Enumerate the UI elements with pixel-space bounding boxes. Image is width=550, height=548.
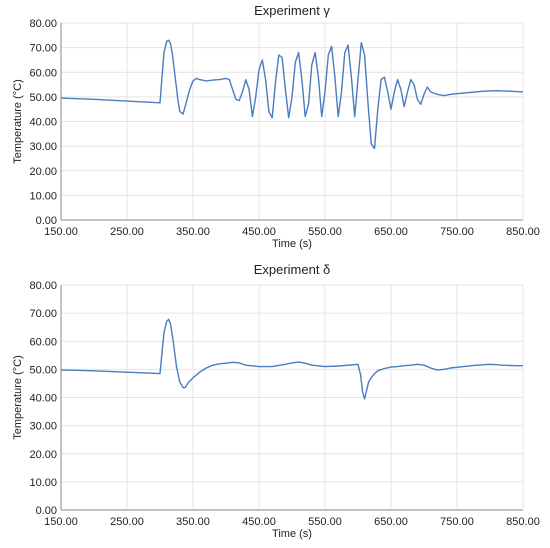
y-tick-label: 10.00: [29, 190, 57, 202]
x-axis-title: Time (s): [272, 238, 312, 250]
chart-title: Experiment δ: [254, 262, 331, 277]
x-tick-label: 150.00: [44, 226, 78, 238]
y-tick-label: 70.00: [29, 308, 57, 320]
y-tick-label: 70.00: [29, 43, 57, 55]
x-tick-label: 450.00: [242, 226, 276, 238]
chart-panel-experiment-delta: 0.00 10.00 20.00 30.00 40.00 50.00 60.00 70.00 8…: [12, 262, 540, 540]
y-tick-label: 40.00: [29, 117, 57, 129]
x-tick-label: 350.00: [176, 516, 210, 528]
x-tick-label: 650.00: [374, 226, 408, 238]
y-tick-label: 30.00: [29, 141, 57, 153]
x-tick-label: 850.00: [506, 226, 540, 238]
y-tick-label: 50.00: [29, 92, 57, 104]
x-tick-label: 250.00: [110, 226, 144, 238]
y-tick-label: 80.00: [29, 280, 57, 292]
chart-title: Experiment γ: [254, 3, 330, 18]
series-line: [60, 39, 524, 150]
y-tick-label: 20.00: [29, 449, 57, 461]
y-tick-label: 0.00: [36, 505, 57, 517]
x-tick-label: 850.00: [506, 516, 540, 528]
x-tick-label: 450.00: [242, 516, 276, 528]
x-tick-label: 750.00: [440, 516, 474, 528]
x-tick-label: 150.00: [44, 516, 78, 528]
x-tick-label: 750.00: [440, 226, 474, 238]
x-tick-label: 550.00: [308, 226, 342, 238]
y-axis-title: Temperature (°C): [12, 79, 24, 163]
y-tick-label: 60.00: [29, 336, 57, 348]
y-tick-label: 40.00: [29, 393, 57, 405]
y-tick-label: 0.00: [36, 215, 57, 227]
x-tick-label: 250.00: [110, 516, 144, 528]
x-tick-label: 550.00: [308, 516, 342, 528]
y-tick-label: 10.00: [29, 477, 57, 489]
y-tick-label: 50.00: [29, 364, 57, 376]
y-tick-label: 60.00: [29, 67, 57, 79]
x-axis-title: Time (s): [272, 528, 312, 540]
grid: [60, 284, 524, 511]
series-line: [60, 318, 523, 400]
x-tick-label: 350.00: [176, 226, 210, 238]
y-tick-label: 30.00: [29, 421, 57, 433]
grid: [60, 22, 524, 221]
chart-panel-experiment-gamma: 0.00 10.00 20.00 30.00 40.00 50.00 60.00 70.00 8…: [12, 3, 540, 250]
x-tick-label: 650.00: [374, 516, 408, 528]
y-axis-title: Temperature (°C): [12, 355, 24, 439]
y-tick-label: 20.00: [29, 166, 57, 178]
y-tick-label: 80.00: [29, 18, 57, 30]
